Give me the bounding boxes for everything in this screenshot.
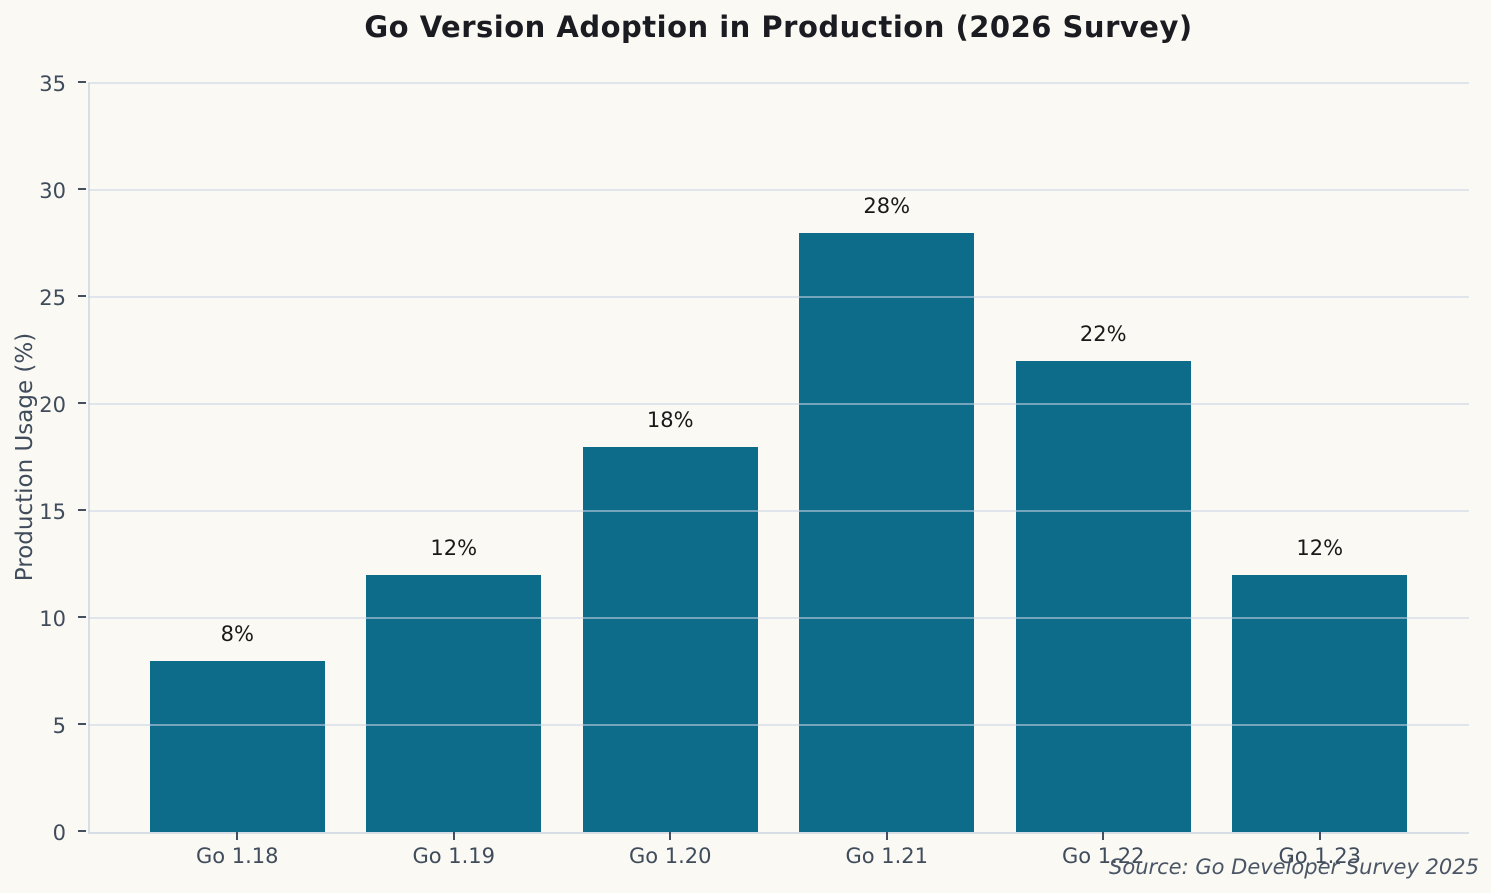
- gridline-y-25: [88, 296, 1469, 298]
- y-tick-mark-25: [78, 295, 86, 297]
- bar-go-1-18: [149, 660, 325, 832]
- x-tick-mark-go-1-19: [452, 832, 455, 840]
- x-tick-label-go-1-21: Go 1.21: [845, 844, 929, 868]
- bar-value-label-go-1-18: 8%: [220, 621, 254, 646]
- bar-value-label-go-1-21: 28%: [863, 193, 911, 218]
- y-tick-label-0: 0: [52, 821, 66, 845]
- x-tick-label-go-1-19: Go 1.19: [412, 844, 496, 868]
- gridline-y-20: [88, 403, 1469, 406]
- y-tick-mark-20: [78, 402, 86, 405]
- x-tick-mark-go-1-20: [669, 832, 672, 840]
- source-note: Source: Go Developer Survey 2025: [1109, 855, 1479, 879]
- gridline-y-5: [88, 724, 1469, 727]
- y-tick-mark-5: [78, 723, 86, 726]
- bar-value-label-go-1-23: 12%: [1296, 536, 1344, 561]
- y-tick-label-25: 25: [39, 286, 66, 310]
- bar-go-1-21: [799, 232, 975, 832]
- x-tick-label-go-1-20: Go 1.20: [628, 844, 712, 868]
- y-tick-label-15: 15: [39, 500, 66, 524]
- y-tick-mark-10: [78, 616, 86, 619]
- bar-go-1-20: [582, 446, 758, 832]
- y-tick-label-5: 5: [52, 714, 66, 739]
- chart-title: Go Version Adoption in Production (2026 …: [364, 10, 1193, 44]
- x-tick-label-go-1-23: Go 1.23: [1278, 844, 1362, 868]
- y-axis-label: Production Usage (%): [12, 332, 38, 582]
- y-axis-spine: [88, 83, 90, 832]
- y-tick-mark-30: [78, 188, 86, 190]
- plot-area: 0 5 10 15 20 25 30 35 Go 1.18 Go 1.19 Go 1.20 Go 1…: [39, 72, 1469, 868]
- y-tick-label-35: 35: [39, 72, 66, 96]
- bar-go-1-19: [366, 575, 542, 832]
- gridline-y-30: [88, 189, 1469, 191]
- gridline-y-15: [88, 510, 1469, 512]
- y-tick-label-30: 30: [39, 179, 66, 203]
- bar-value-label-go-1-19: 12%: [430, 536, 478, 561]
- bar-value-label-go-1-20: 18%: [646, 407, 694, 432]
- x-tick-mark-go-1-21: [885, 832, 888, 840]
- x-tick-mark-go-1-23: [1318, 832, 1321, 840]
- x-tick-label-go-1-18: Go 1.18: [195, 844, 279, 868]
- y-tick-label-20: 20: [39, 393, 66, 418]
- x-tick-label-go-1-22: Go 1.22: [1061, 844, 1145, 868]
- y-tick-label-10: 10: [39, 607, 66, 632]
- gridline-y-35: [88, 82, 1469, 84]
- y-tick-mark-0: [78, 830, 86, 832]
- y-tick-mark-35: [78, 81, 86, 83]
- x-tick-mark-go-1-22: [1102, 832, 1105, 840]
- x-tick-mark-go-1-18: [236, 832, 239, 840]
- gridline-y-10: [88, 617, 1469, 620]
- bar-go-1-22: [1015, 361, 1191, 832]
- bar-value-label-go-1-22: 22%: [1079, 322, 1127, 347]
- y-tick-mark-15: [78, 509, 86, 511]
- bar-go-1-23: [1232, 575, 1408, 832]
- x-axis-spine: [88, 832, 1469, 834]
